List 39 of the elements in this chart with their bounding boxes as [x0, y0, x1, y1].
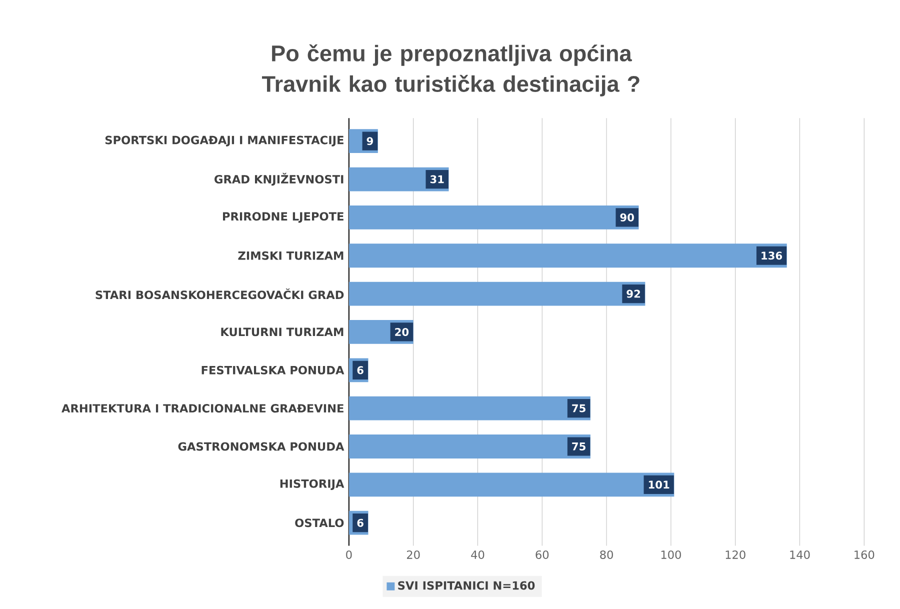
y-tick-label: GASTRONOMSKA PONUDA	[178, 442, 344, 451]
data-label: 20	[395, 328, 409, 336]
y-tick-label: FESTIVALSKA PONUDA	[202, 366, 344, 374]
y-tick-label: OSTALO	[295, 518, 344, 527]
legend-label: SVI ISPITANICI N=160	[398, 580, 535, 590]
data-label: 31	[430, 175, 444, 184]
data-label: 6	[357, 366, 364, 374]
data-label: 92	[626, 290, 640, 298]
y-tick-label: GRAD KNJIŽEVNOSTI	[214, 172, 344, 186]
bar	[348, 434, 590, 458]
y-tick-label: HISTORIJA	[280, 479, 344, 490]
data-label: 90	[620, 213, 634, 222]
x-tick-label: 0	[346, 550, 352, 559]
x-tick-label: 140	[790, 550, 810, 559]
x-tick-label: 20	[406, 550, 420, 559]
y-tick-label: KULTURNI TURIZAM	[221, 328, 344, 336]
x-tick-label: 160	[854, 550, 874, 559]
data-label: 75	[572, 442, 586, 450]
y-tick-label: ARHITEKTURA I TRADICIONALNE GRAĐEVINE	[62, 404, 344, 412]
bar	[348, 243, 787, 268]
y-tick-label: SPORTSKI DOGAĐAJI I MANIFESTACIJE	[105, 136, 344, 146]
data-label: 9	[366, 136, 373, 145]
data-label: 136	[762, 251, 782, 260]
bar	[348, 396, 590, 420]
y-tick-label: PRIRODNE LJEPOTE	[223, 212, 344, 223]
x-tick-label: 80	[600, 550, 613, 559]
y-tick-label: ZIMSKI TURIZAM	[238, 251, 344, 260]
bar	[348, 205, 639, 230]
bar	[348, 472, 674, 496]
x-tick-label: 120	[726, 550, 746, 559]
bar	[348, 282, 646, 306]
data-label: 75	[572, 404, 586, 412]
chart-title: Po čemu je prepoznatljiva općina Travnik kao turistička destinacija ?	[262, 44, 640, 96]
data-label: 101	[648, 480, 670, 488]
data-label: 6	[357, 518, 364, 527]
x-tick-label: 60	[536, 550, 549, 559]
y-tick-label: STARI BOSANSKOHERCEGOVAČKI GRAD	[96, 288, 344, 299]
x-tick-label: 100	[661, 550, 681, 559]
x-tick-label: 40	[471, 550, 484, 559]
